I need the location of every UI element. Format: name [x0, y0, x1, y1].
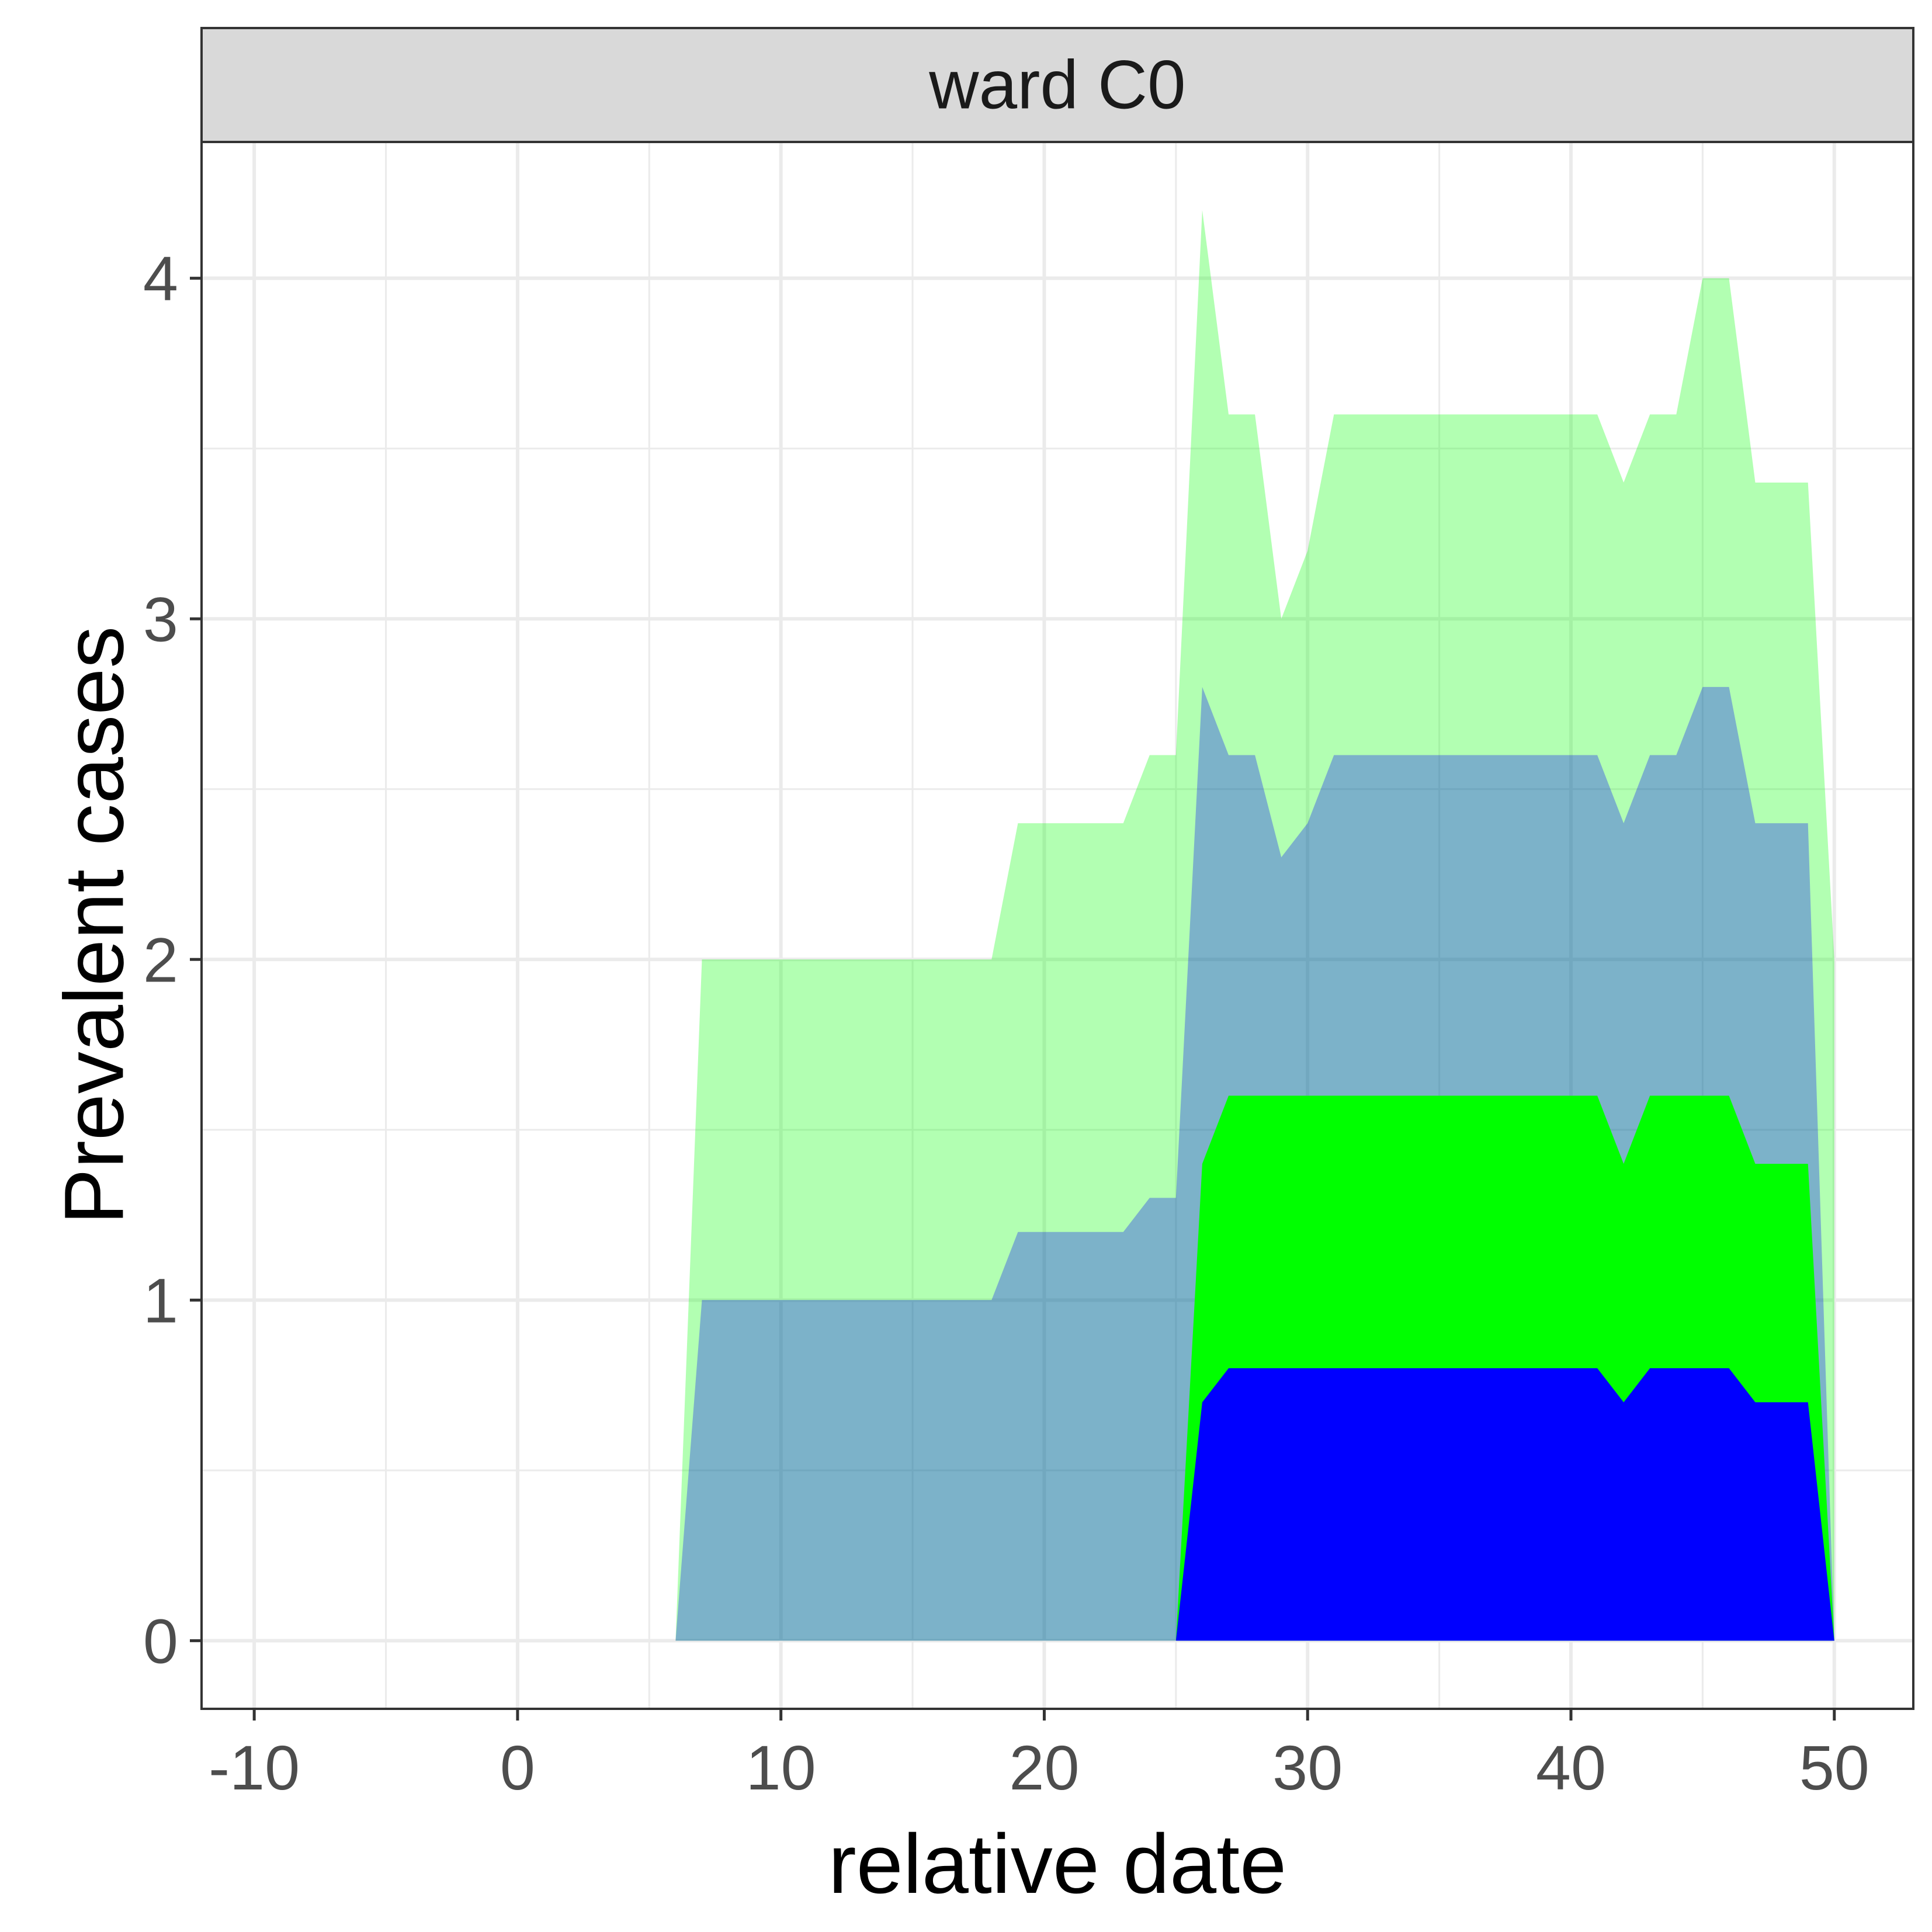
y-axis: 0 1 2 3 4: [143, 243, 202, 1676]
x-tick-label: 0: [500, 1732, 535, 1803]
facet-strip-background: [200, 27, 1914, 143]
x-tick-label: 40: [1536, 1732, 1606, 1803]
y-axis-title: Prevalent cases: [47, 626, 141, 1225]
y-tick-label: 4: [143, 243, 178, 314]
y-tick-label: 3: [143, 584, 178, 654]
y-tick-label: 1: [143, 1265, 178, 1336]
x-tick-label: 20: [1009, 1732, 1079, 1803]
facet-strip-label: ward C0: [928, 47, 1185, 124]
x-tick-label: 50: [1799, 1732, 1869, 1803]
x-axis-title: relative date: [828, 1817, 1286, 1911]
x-tick-label: 30: [1272, 1732, 1343, 1803]
x-tick-label: 10: [746, 1732, 816, 1803]
facet-strip: ward C0: [200, 27, 1914, 143]
x-axis: -10 0 10 20 30 40 50: [209, 1709, 1869, 1803]
y-tick-label: 0: [143, 1605, 178, 1676]
area-series-4: [1175, 1368, 1834, 1641]
plot-areas: [675, 210, 1834, 1641]
x-tick-label: -10: [209, 1732, 300, 1803]
y-tick-label: 2: [143, 924, 178, 995]
